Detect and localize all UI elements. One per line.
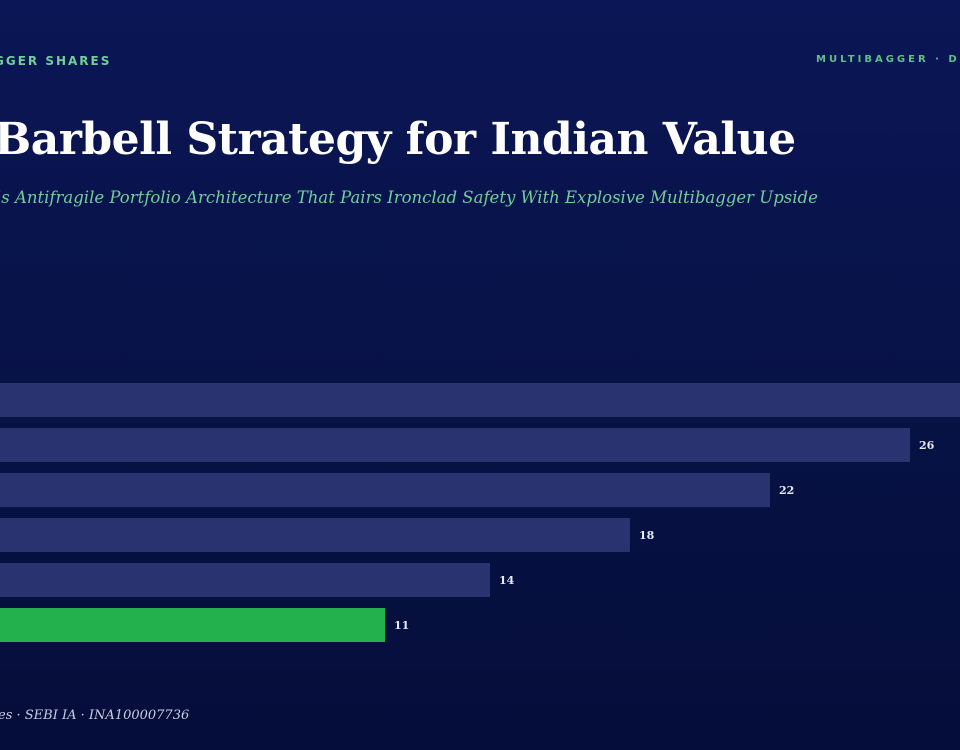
bar-value-label-2: 26 [919, 439, 935, 452]
bar-value-label-3: 22 [779, 484, 794, 497]
bar-1 [0, 383, 960, 417]
eyebrow-right: MULTIBAGGER · D [816, 54, 960, 65]
page-subtitle: ’s Antifragile Portfolio Architecture Th… [0, 188, 818, 207]
footer-disclaimer: es · SEBI IA · INA100007736 [0, 708, 190, 723]
bar-value-label-6: 11 [394, 619, 409, 632]
bar-value-label-5: 14 [499, 574, 515, 587]
bar-value-label-4: 18 [639, 529, 655, 542]
bar-5 [0, 563, 490, 597]
bar-3 [0, 473, 770, 507]
eyebrow-left: GGER SHARES [0, 54, 112, 68]
page-title: Barbell Strategy for Indian Value [0, 114, 796, 165]
bar-2 [0, 428, 910, 462]
bar-4 [0, 518, 630, 552]
bar-6 [0, 608, 385, 642]
